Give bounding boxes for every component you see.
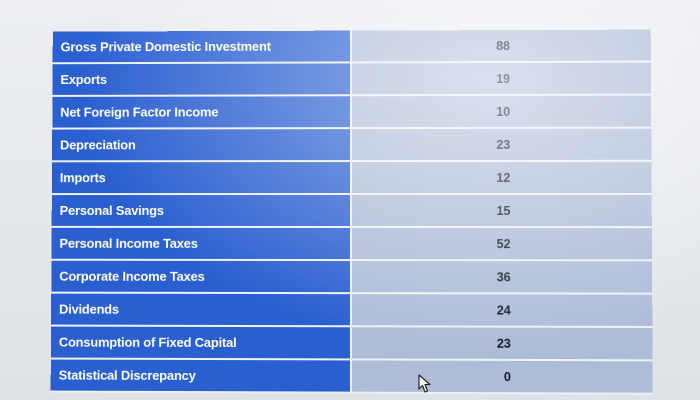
row-value: 24	[351, 293, 652, 327]
row-label: Personal Income Taxes	[51, 227, 351, 260]
table-row: Gross Private Domestic Investment 88	[53, 30, 651, 64]
row-label: Consumption of Fixed Capital	[51, 326, 351, 360]
row-label: Gross Private Domestic Investment	[53, 31, 351, 64]
table-row: Depreciation 23	[52, 128, 651, 162]
row-value: 23	[351, 128, 651, 161]
row-label: Corporate Income Taxes	[51, 260, 351, 293]
table-row: Imports 12	[52, 161, 652, 194]
row-value: 12	[351, 161, 652, 194]
row-value: 0	[351, 359, 653, 393]
mouse-pointer-icon	[418, 374, 432, 394]
row-value: 52	[351, 227, 652, 260]
table-row: Corporate Income Taxes 36	[51, 260, 652, 294]
row-label: Exports	[52, 62, 351, 95]
row-label: Depreciation	[52, 128, 351, 161]
table-row: Consumption of Fixed Capital 23	[51, 326, 653, 361]
table-row: Personal Income Taxes 52	[51, 227, 652, 260]
table-row: Net Foreign Factor Income 10	[52, 95, 651, 129]
data-table-container: Gross Private Domestic Investment 88 Exp…	[51, 30, 653, 386]
row-label: Personal Savings	[52, 194, 351, 227]
table-row: Personal Savings 15	[52, 194, 652, 227]
row-value: 19	[351, 62, 651, 96]
row-label: Statistical Discrepancy	[51, 359, 351, 393]
row-value: 23	[351, 326, 653, 360]
economic-data-table: Gross Private Domestic Investment 88 Exp…	[51, 30, 653, 395]
row-label: Imports	[52, 161, 351, 194]
row-value: 88	[351, 30, 651, 63]
row-value: 36	[351, 260, 652, 294]
row-value: 15	[351, 194, 652, 227]
row-value: 10	[351, 95, 651, 129]
table-row: Dividends 24	[51, 293, 652, 327]
row-label: Dividends	[51, 293, 351, 327]
table-row: Statistical Discrepancy 0	[51, 359, 653, 394]
row-label: Net Foreign Factor Income	[52, 95, 351, 128]
table-row: Exports 19	[52, 62, 651, 96]
